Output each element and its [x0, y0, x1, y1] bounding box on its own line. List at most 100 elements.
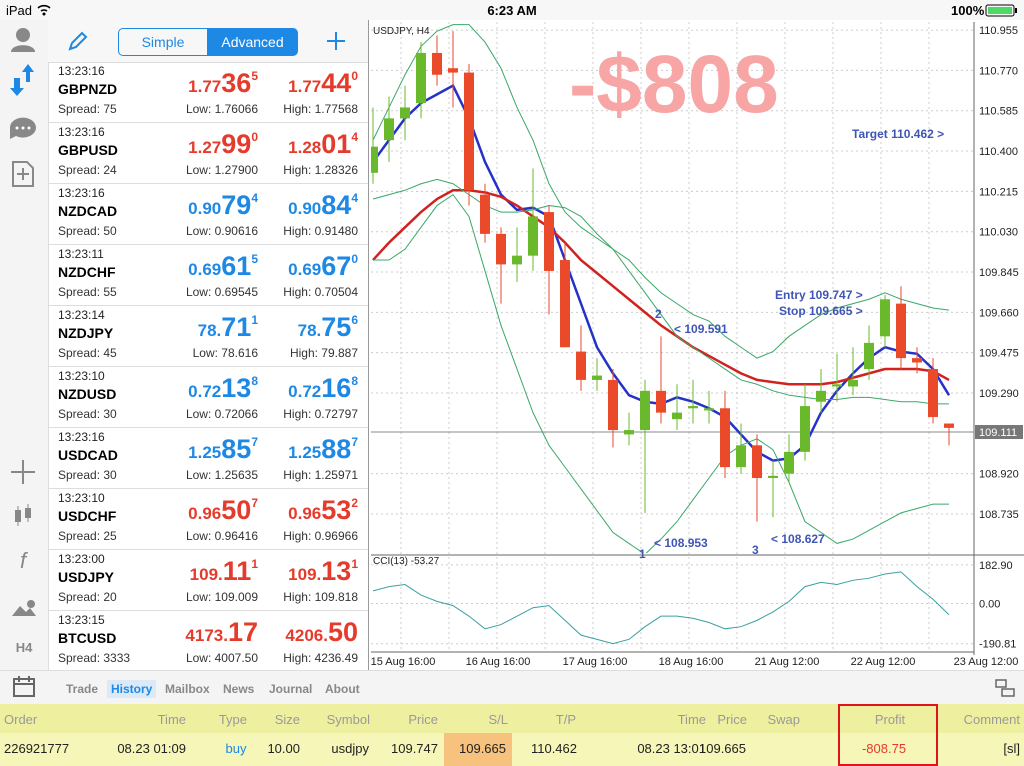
quote-row[interactable]: 13:23:11 NZDCHF Spread: 55 Low: 0.69545 High…	[48, 245, 368, 306]
quote-spread: Spread: 20	[58, 590, 117, 604]
sidebar-icons[interactable]: f	[0, 20, 48, 670]
column-header: Swap	[767, 712, 800, 727]
price-sup: 1	[251, 557, 258, 571]
quote-time: 13:23:15	[58, 613, 105, 627]
x-tick-label: 15 Aug 16:00	[371, 656, 436, 668]
column-header: S/L	[488, 712, 508, 727]
quote-ask: 0.72168	[288, 373, 358, 404]
quote-row[interactable]: 13:23:16 NZDCAD Spread: 50 Low: 0.90616 High…	[48, 184, 368, 245]
timeframe-button[interactable]: H4	[15, 640, 33, 655]
candle-body	[496, 233, 506, 265]
quote-row[interactable]: 13:23:14 NZDJPY Spread: 45 Low: 78.616 High:…	[48, 306, 368, 367]
quote-symbol: NZDCAD	[58, 203, 118, 219]
quote-row[interactable]: 13:23:16 USDCAD Spread: 30 Low: 1.25635 High…	[48, 428, 368, 489]
candle-body	[400, 107, 410, 119]
quote-ask: 109.131	[288, 556, 358, 587]
candle-body	[912, 358, 922, 363]
quote-spread: Spread: 25	[58, 529, 117, 543]
x-tick-label: 23 Aug 12:00	[954, 656, 1019, 668]
quote-ask: 0.96532	[288, 495, 358, 526]
tab-advanced[interactable]: Advanced	[207, 28, 298, 56]
header-icons[interactable]	[48, 20, 368, 62]
column-header: Order	[4, 712, 38, 727]
quote-ask: 1.28014	[288, 129, 358, 160]
tab-icons[interactable]	[0, 670, 1024, 704]
cell: 109.747	[391, 741, 438, 756]
price-main: 0.96	[188, 504, 222, 523]
price-main: 1.77	[188, 77, 222, 96]
candle-body	[448, 68, 458, 73]
x-tick-label: 21 Aug 12:00	[755, 656, 820, 668]
device: iPad	[6, 3, 33, 18]
price-big: 50	[327, 617, 358, 647]
tab[interactable]: History	[107, 680, 157, 698]
quote-row[interactable]: 13:23:16 GBPNZD Spread: 75 Low: 1.76066 High…	[48, 62, 368, 123]
cell: -808.75	[861, 741, 907, 756]
y-tick-label: 108.920	[979, 469, 1019, 481]
candle-body	[736, 445, 746, 468]
quote-row[interactable]: 13:23:16 GBPUSD Spread: 24 Low: 1.27900 High…	[48, 123, 368, 184]
price-main: 78.	[197, 321, 222, 340]
tab[interactable]: Mailbox	[165, 682, 210, 696]
tab-bar	[0, 670, 1024, 705]
quote-ask: 0.90844	[288, 190, 358, 221]
y-tick-label: 110.770	[979, 65, 1018, 77]
candle-body	[624, 430, 634, 435]
candle-body	[480, 194, 490, 234]
quote-bid: 0.90794	[188, 190, 258, 221]
tab[interactable]: Journal	[269, 682, 313, 696]
quote-row[interactable]: 13:23:10 USDCHF Spread: 25 Low: 0.96416 High…	[48, 489, 368, 550]
quote-ask: 78.756	[298, 312, 358, 343]
quote-time: 13:23:10	[58, 369, 105, 383]
price-big: 88	[321, 434, 352, 464]
candle-body	[704, 408, 714, 411]
price-big: 01	[321, 129, 352, 159]
quote-row[interactable]: 13:23:10 NZDUSD Spread: 30 Low: 0.72066 High…	[48, 367, 368, 428]
price-main: 4206.	[285, 626, 328, 645]
price-sup: 1	[251, 313, 258, 327]
quote-low: Low: 1.25635	[185, 468, 258, 482]
y-tick-label: 0.00	[979, 599, 1000, 611]
y-tick-label: 110.585	[979, 106, 1018, 118]
price-big: 71	[221, 312, 252, 342]
quote-row[interactable]: 13:23:15 BTCUSD Spread: 3333 Low: 4007.50 Hi…	[48, 611, 368, 670]
column-header: Comment	[963, 712, 1020, 727]
current-price-label: 109.111	[979, 427, 1017, 439]
price-sup: 8	[251, 374, 258, 388]
tab[interactable]: Trade	[66, 682, 99, 696]
indicator-line	[372, 24, 950, 359]
cell: 08.23 01:09	[117, 741, 186, 756]
cell: 110.462	[530, 741, 577, 756]
candle-body	[528, 216, 538, 256]
quote-bid: 0.72138	[188, 373, 258, 404]
price-main: 78.	[297, 321, 322, 340]
price-main: 0.96	[288, 504, 322, 523]
candle-body	[928, 369, 938, 417]
price-big: 99	[221, 129, 252, 159]
column-header: Symbol	[326, 712, 370, 727]
battery: 100%	[951, 3, 985, 18]
candle-body	[720, 408, 730, 468]
annotation: 1	[639, 547, 646, 561]
candle-body	[848, 379, 858, 387]
tab[interactable]: About	[325, 682, 360, 696]
current-price-tag	[975, 425, 1023, 440]
quote-spread: Spread: 30	[58, 407, 117, 421]
quote-row[interactable]: 13:23:00 USDJPY Spread: 20 Low: 109.009 High…	[48, 550, 368, 611]
price-big: 61	[221, 251, 252, 281]
price-main: 109.	[288, 565, 322, 584]
candle-body	[416, 52, 426, 104]
tab[interactable]: News	[223, 682, 255, 696]
quote-high: High: 0.70504	[283, 285, 358, 299]
tab-simple[interactable]: Simple	[118, 28, 208, 56]
quote-spread: Spread: 45	[58, 346, 117, 360]
candle-body	[384, 118, 394, 141]
candle-body	[464, 72, 474, 191]
quote-high: High: 1.77568	[283, 102, 358, 116]
price-big: 11	[222, 556, 252, 586]
quote-bid: 109.111	[190, 556, 258, 587]
quote-high: High: 4236.49	[283, 651, 358, 665]
quote-spread: Spread: 55	[58, 285, 117, 299]
annotation: < 108.953	[654, 536, 708, 550]
candle-body	[688, 406, 698, 409]
